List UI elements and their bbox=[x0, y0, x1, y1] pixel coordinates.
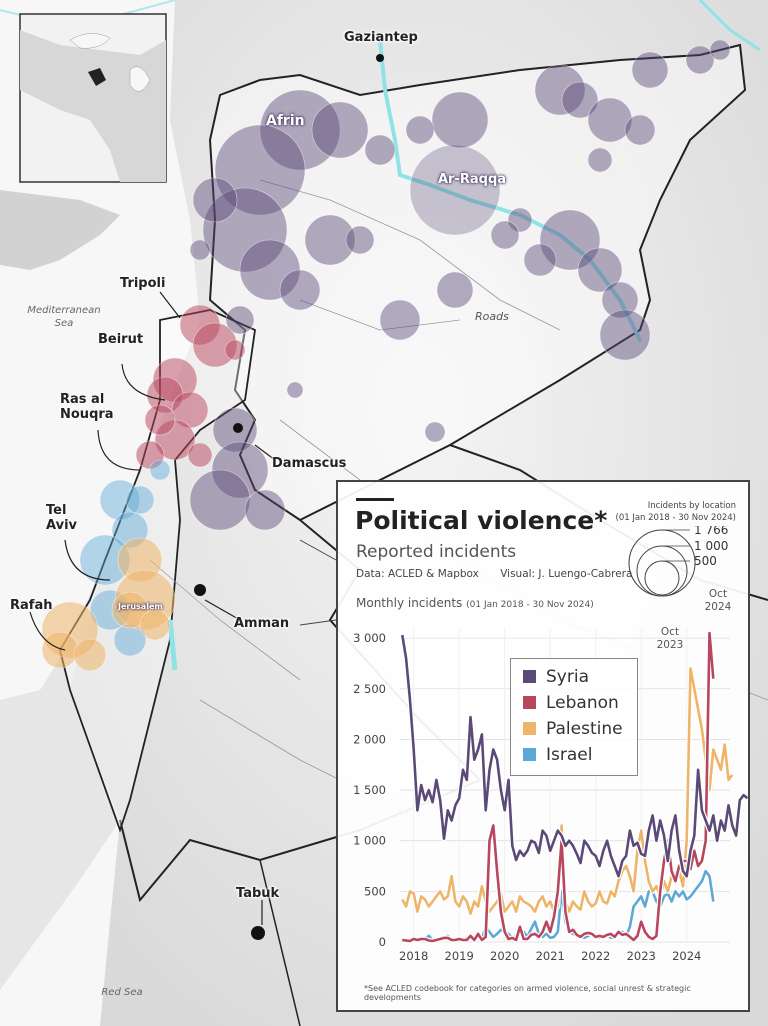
size-circle-large bbox=[628, 529, 696, 597]
legend-item-israel: Israel bbox=[523, 745, 592, 767]
footnote: *See ACLED codebook for categories on ar… bbox=[364, 984, 691, 1002]
y-tick-labels: 0 500 1 000 1 500 2 000 2 500 3 000 bbox=[353, 631, 386, 949]
size-circle-small bbox=[644, 560, 680, 596]
legend-item-syria: Syria bbox=[523, 667, 589, 689]
size-label-small: 500 bbox=[694, 554, 717, 568]
legend-label-lebanon: Lebanon bbox=[546, 693, 619, 713]
city-label-tabuk: Tabuk bbox=[236, 886, 280, 901]
x-tick-label: 2022 bbox=[581, 949, 610, 963]
size-circle-medium bbox=[636, 545, 688, 597]
series-line-lebanon bbox=[402, 631, 715, 943]
credits: Data: ACLED & Mapbox Visual: J. Luengo-C… bbox=[356, 568, 650, 580]
monthly-heading: Monthly incidents (01 Jan 2018 - 30 Nov … bbox=[356, 596, 594, 610]
syria-incident-bubbles bbox=[189, 39, 731, 531]
legend-item-lebanon: Lebanon bbox=[523, 693, 619, 715]
y-tick-label: 3 000 bbox=[353, 631, 386, 645]
sea-label-red-sea: Red Sea bbox=[101, 987, 143, 998]
chart-grid bbox=[400, 628, 730, 943]
tigris-river bbox=[698, 0, 761, 52]
size-legend-title: Incidents by location (01 Jan 2018 - 30 … bbox=[616, 500, 737, 524]
red-sea bbox=[0, 820, 120, 1026]
size-legend-heading: Incidents by location bbox=[647, 501, 736, 511]
euphrates-river bbox=[378, 38, 642, 342]
dead-sea bbox=[167, 619, 178, 671]
size-label-medium: 1 000 bbox=[694, 539, 728, 553]
title-accent-bar bbox=[356, 498, 394, 501]
label-leader-lines bbox=[29, 291, 276, 925]
y-tick-label: 2 000 bbox=[353, 732, 386, 746]
size-legend: 1 766 1 000 500 bbox=[628, 526, 728, 597]
israel-incident-bubbles bbox=[79, 459, 171, 657]
saudi-border bbox=[259, 859, 301, 1026]
city-label-jerusalem: Jerusalem bbox=[118, 602, 163, 611]
city-label-damascus: Damascus bbox=[272, 456, 347, 471]
x-tick-labels: 2018 2019 2020 2021 2022 2023 2024 bbox=[399, 949, 701, 963]
y-tick-label: 1 500 bbox=[353, 783, 386, 797]
annotation-oct-2023: Oct 2023 bbox=[656, 626, 684, 651]
city-label-rafah: Rafah bbox=[10, 598, 53, 613]
city-label-ras-al-nouqra: Ras al Nouqra bbox=[60, 392, 114, 422]
legend-label-palestine: Palestine bbox=[546, 719, 623, 739]
data-credit: Data: ACLED & Mapbox bbox=[356, 568, 479, 580]
y-tick-label: 2 500 bbox=[353, 682, 386, 696]
monthly-heading-dates: (01 Jan 2018 - 30 Nov 2024) bbox=[466, 600, 594, 610]
y-tick-label: 1 000 bbox=[353, 834, 386, 848]
chart-title: Political violence* bbox=[355, 506, 608, 535]
chart-subtitle: Reported incidents bbox=[356, 542, 517, 562]
panel-connector-lines bbox=[299, 539, 337, 626]
visual-credit: Visual: J. Luengo-Cabrera bbox=[500, 568, 633, 580]
lebanon-incident-bubbles bbox=[135, 304, 246, 470]
x-tick-label: 2021 bbox=[536, 949, 565, 963]
legend-label-israel: Israel bbox=[546, 745, 593, 765]
legend-item-palestine: Palestine bbox=[523, 719, 623, 741]
x-tick-label: 2024 bbox=[672, 949, 701, 963]
x-tick-label: 2023 bbox=[627, 949, 656, 963]
cyprus-landmass bbox=[0, 190, 120, 270]
legend-swatch-palestine bbox=[523, 722, 536, 735]
city-label-tel-aviv: Tel Aviv bbox=[46, 503, 78, 533]
city-label-ar-raqqa: Ar-Raqqa bbox=[438, 172, 507, 187]
city-label-beirut: Beirut bbox=[98, 332, 144, 347]
x-tick-label: 2020 bbox=[490, 949, 519, 963]
city-label-gaziantep: Gaziantep bbox=[344, 30, 418, 45]
x-tick-label: 2019 bbox=[445, 949, 474, 963]
sea-label-mediterranean: Mediterranean Sea bbox=[27, 305, 101, 329]
size-legend-dates: (01 Jan 2018 - 30 Nov 2024) bbox=[615, 513, 737, 523]
city-markers bbox=[194, 54, 384, 940]
series-line-syria bbox=[401, 634, 748, 878]
chart-panel: Political violence* Reported incidents D… bbox=[336, 480, 750, 1012]
size-label-large: 1 766 bbox=[694, 526, 728, 537]
monthly-heading-label: Monthly incidents bbox=[356, 596, 463, 610]
x-tick-label: 2018 bbox=[399, 949, 428, 963]
city-label-tripoli: Tripoli bbox=[120, 276, 166, 291]
city-label-amman: Amman bbox=[234, 616, 290, 631]
chart-series bbox=[399, 630, 748, 944]
legend-swatch-lebanon bbox=[523, 696, 536, 709]
legend-swatch-syria bbox=[523, 670, 536, 683]
palestine-incident-bubbles bbox=[41, 537, 176, 672]
roads-label: Roads bbox=[475, 310, 509, 323]
y-tick-label: 500 bbox=[364, 884, 386, 898]
legend-label-syria: Syria bbox=[546, 667, 589, 687]
y-tick-label: 0 bbox=[379, 935, 386, 949]
city-label-afrin: Afrin bbox=[266, 113, 305, 129]
annotation-oct-2024: Oct 2024 bbox=[704, 588, 732, 613]
inset-locator-map bbox=[19, 13, 167, 183]
chart-legend: Syria Lebanon Palestine Israel bbox=[510, 658, 638, 776]
legend-swatch-israel bbox=[523, 748, 536, 761]
